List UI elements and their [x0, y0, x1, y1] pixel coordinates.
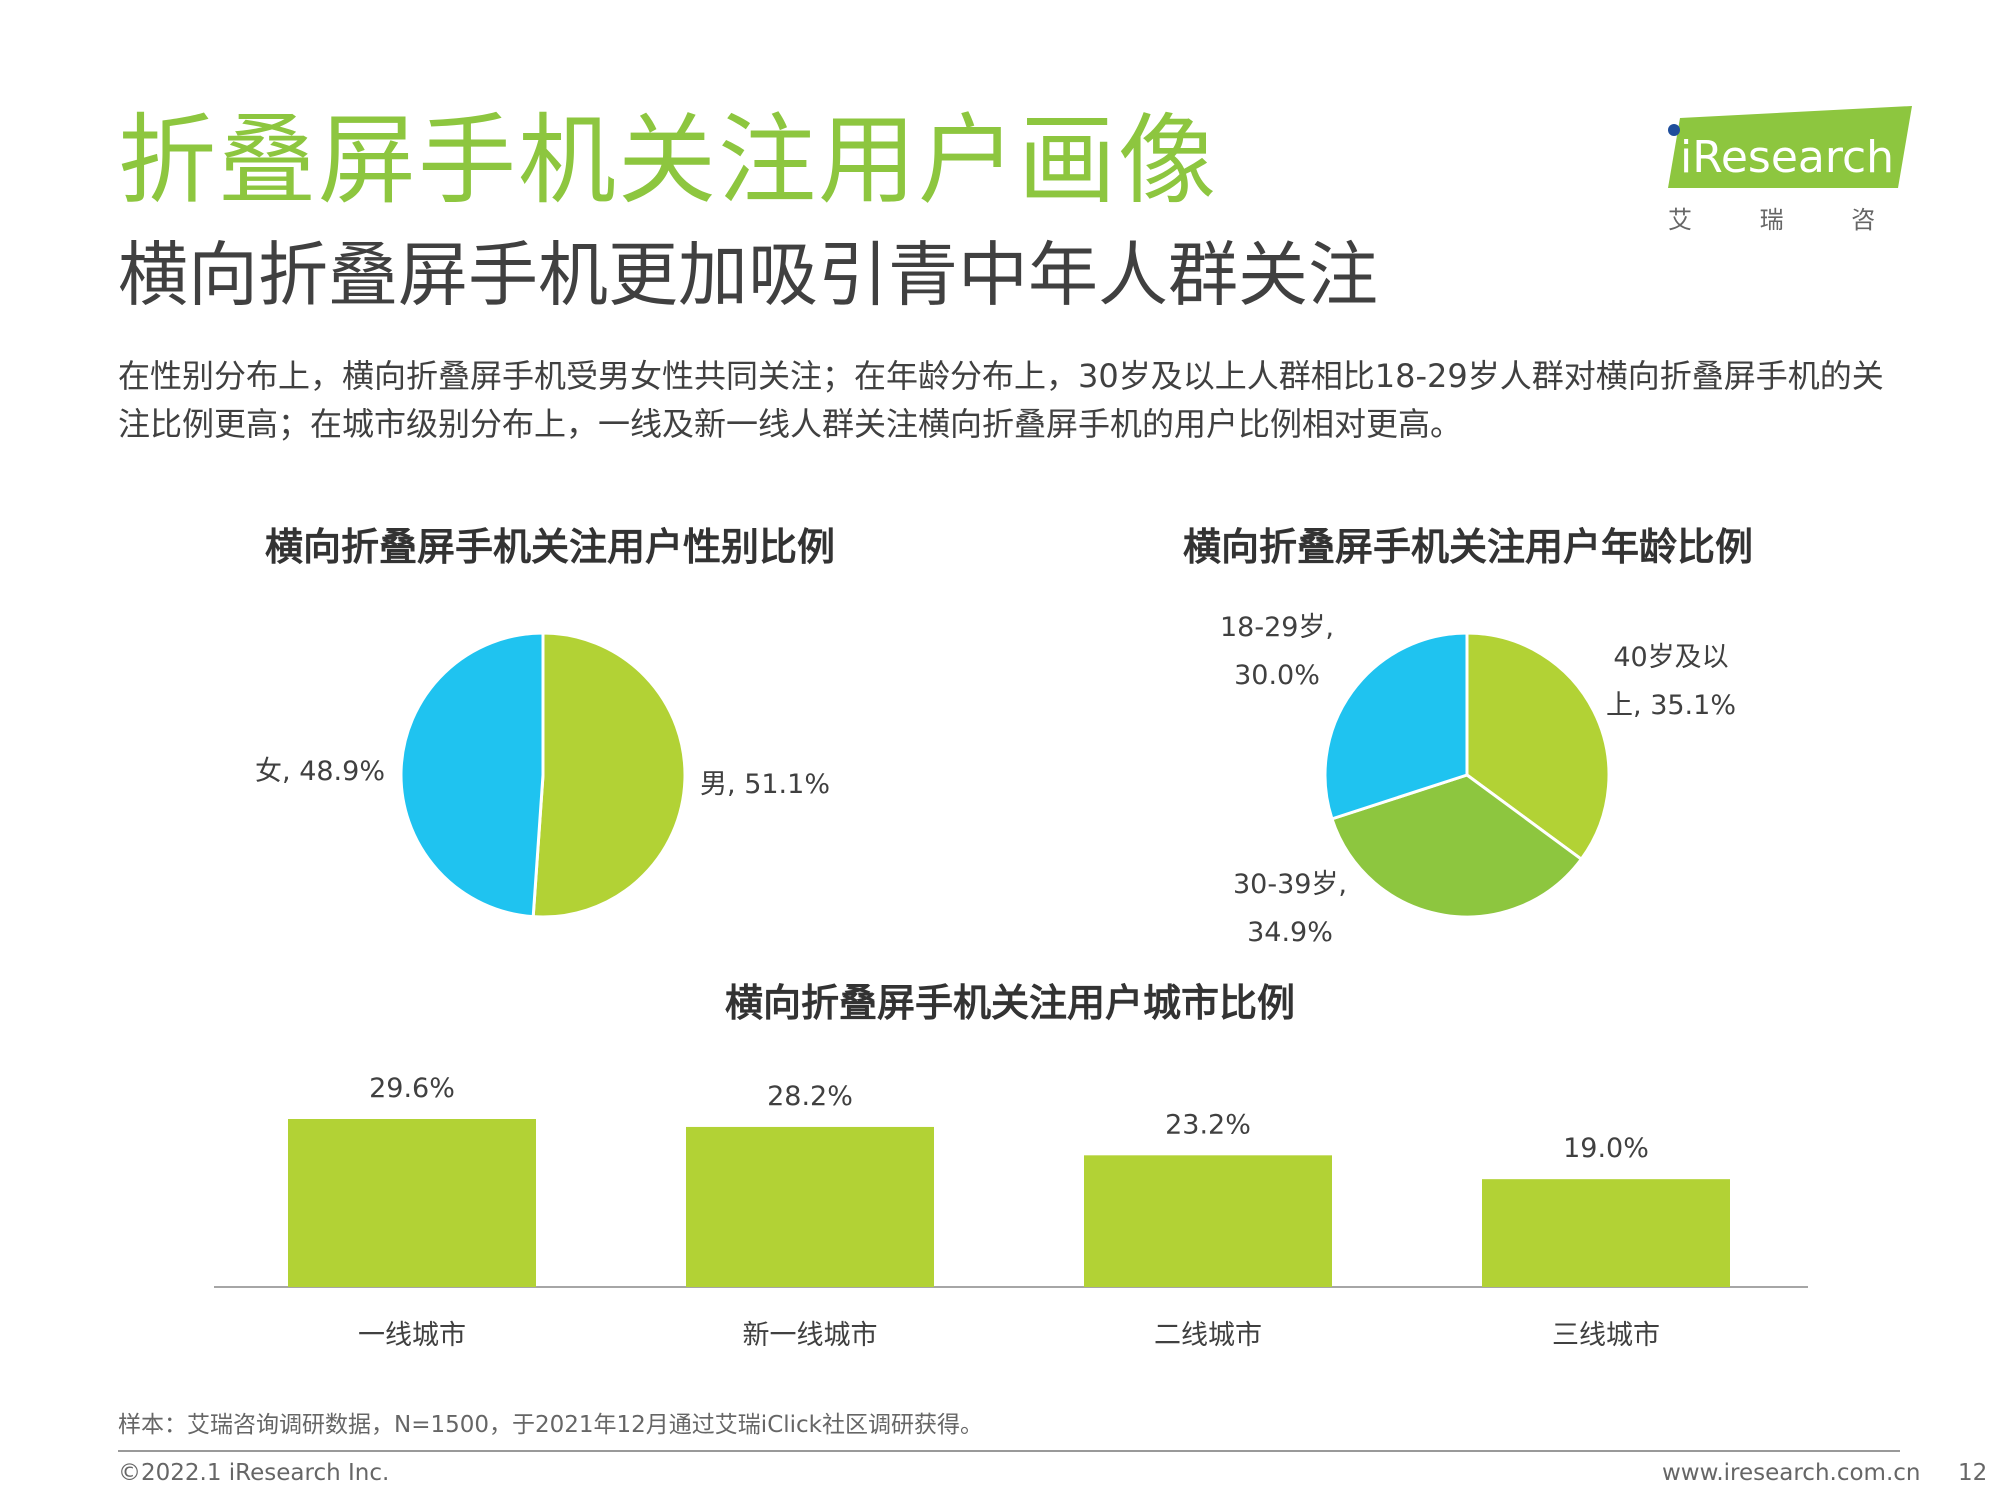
pie-slice — [399, 631, 545, 919]
pie-slice — [531, 631, 687, 919]
pie-slice-label: 男, 51.1% — [700, 769, 830, 800]
pie-slice-label: 30-39岁, — [1233, 869, 1347, 900]
bar-category-label: 二线城市 — [1154, 1320, 1262, 1351]
gender-chart-title: 横向折叠屏手机关注用户性别比例 — [264, 525, 835, 569]
page-title: 折叠屏手机关注用户画像 — [118, 104, 1219, 218]
website-text: www.iresearch.com.cn — [1662, 1460, 1921, 1486]
pie-slice-label: 女, 48.9% — [255, 756, 385, 787]
bar — [1084, 1155, 1332, 1287]
bar-category-label: 新一线城市 — [743, 1320, 878, 1351]
pie-slice-label: 18-29岁, — [1220, 612, 1334, 643]
bar-value-label: 28.2% — [767, 1081, 853, 1112]
footer-divider — [118, 1450, 1900, 1452]
bar-value-label: 23.2% — [1165, 1109, 1251, 1140]
logo-cn-text: 艾 瑞 咨 询 — [1668, 206, 1920, 234]
pie-slice-label: 34.9% — [1247, 917, 1333, 948]
page-subtitle: 横向折叠屏手机更加吸引青中年人群关注 — [118, 234, 1378, 316]
page-number: 12 — [1958, 1460, 1988, 1486]
logo-brand-text: iResearch — [1680, 132, 1894, 183]
pie-slice-label: 40岁及以 — [1613, 642, 1728, 673]
sample-note: 样本：艾瑞咨询调研数据，N=1500，于2021年12月通过艾瑞iClick社区… — [118, 1412, 984, 1438]
iresearch-logo: iResearch 艾 瑞 咨 询 — [1660, 106, 1967, 236]
bar — [288, 1119, 536, 1287]
page-description: 在性别分布上，横向折叠屏手机受男女性共同关注；在年龄分布上，30岁及以上人群相比… — [118, 357, 1884, 443]
pie-slice — [1323, 631, 1469, 821]
bar — [1482, 1179, 1730, 1287]
iresearch-logo-graphic: iResearch 艾 瑞 咨 询 — [1668, 106, 1967, 234]
pie-slice-label: 上, 35.1% — [1606, 690, 1736, 721]
bar-value-label: 19.0% — [1563, 1133, 1649, 1164]
age-chart-title: 横向折叠屏手机关注用户年龄比例 — [1182, 525, 1753, 569]
pie-slice — [1330, 773, 1584, 919]
bar-category-label: 一线城市 — [358, 1320, 466, 1351]
pie-slice — [1465, 631, 1611, 862]
pie-slice-label: 30.0% — [1234, 660, 1320, 691]
copyright-text: ©2022.1 iResearch Inc. — [118, 1460, 390, 1486]
bar — [686, 1126, 934, 1287]
city-chart-title: 横向折叠屏手机关注用户城市比例 — [724, 981, 1295, 1025]
bar-value-label: 29.6% — [369, 1073, 455, 1104]
bar-category-label: 三线城市 — [1552, 1320, 1660, 1351]
